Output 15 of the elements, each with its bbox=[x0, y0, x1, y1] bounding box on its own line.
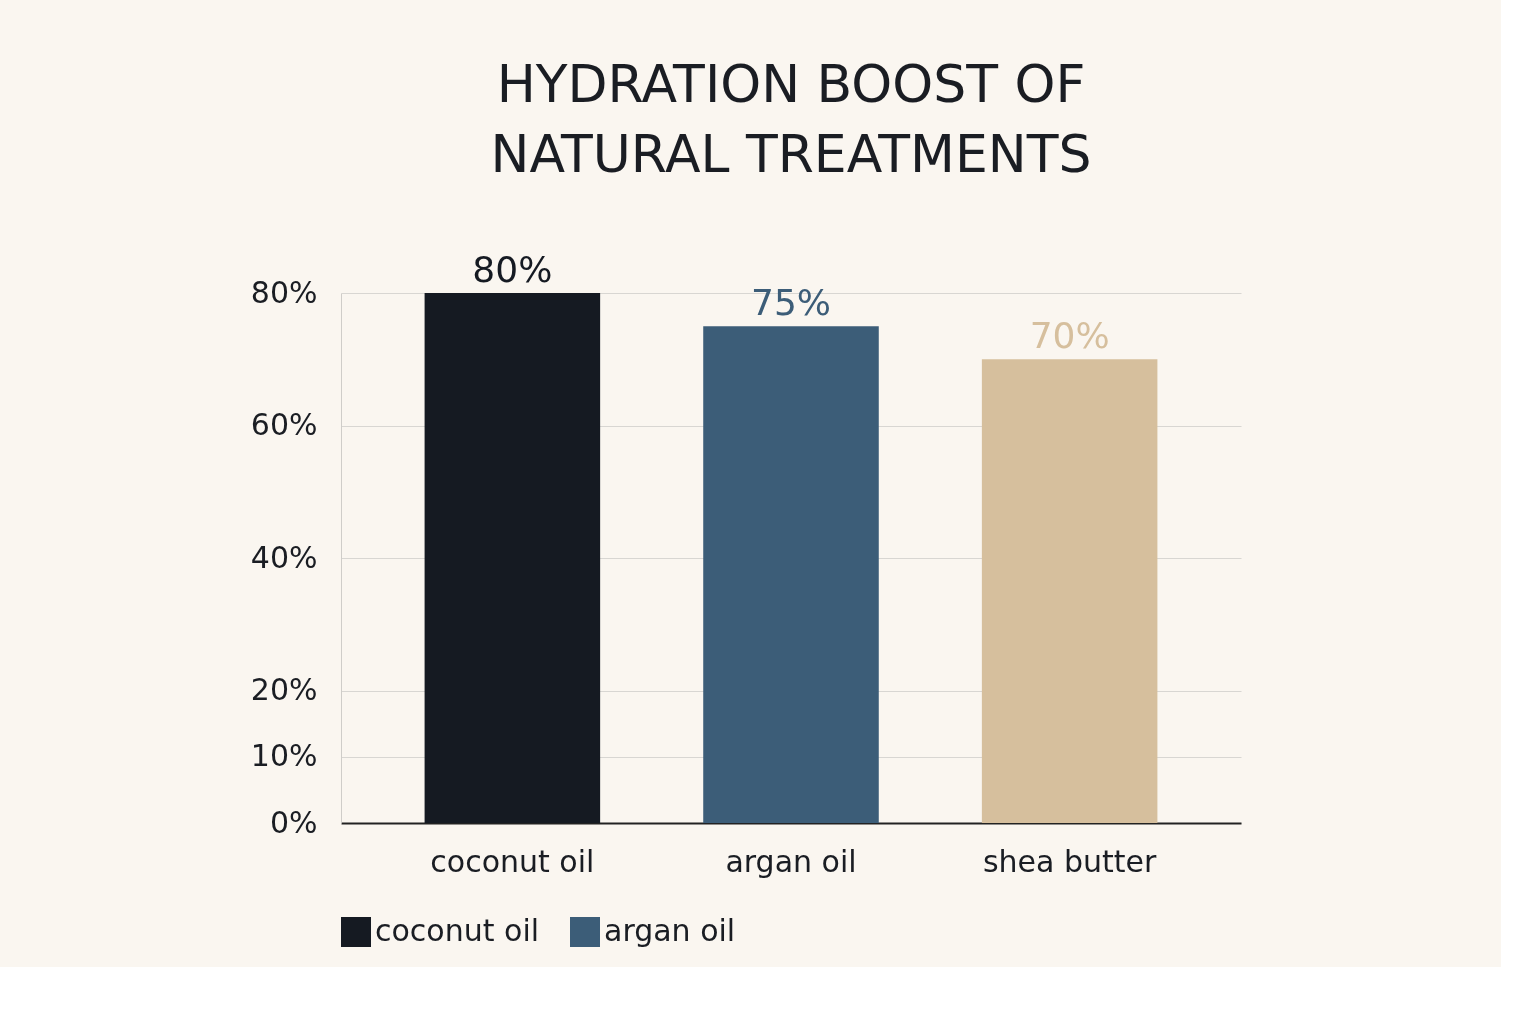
x-tick-label: coconut oil bbox=[430, 843, 595, 879]
y-tick-label: 0% bbox=[269, 804, 318, 840]
data-label: 80% bbox=[472, 249, 553, 290]
y-tick-label: 40% bbox=[250, 539, 318, 575]
data-label: 75% bbox=[750, 282, 832, 324]
legend-label: coconut oil bbox=[375, 913, 540, 948]
y-tick-label: 10% bbox=[250, 738, 318, 774]
y-tick-label: 60% bbox=[250, 407, 318, 442]
data-label: 70% bbox=[1029, 315, 1110, 357]
y-tick-label: 80% bbox=[250, 274, 318, 310]
y-tick-label: 20% bbox=[250, 672, 318, 707]
legend-label: argan oil bbox=[604, 913, 736, 948]
x-tick-label: shea butter bbox=[982, 843, 1157, 879]
x-tick-label: argan oil bbox=[725, 843, 857, 879]
chart-title: HYDRATION BOOST OF NATURAL TREATMENTS bbox=[490, 54, 1092, 184]
